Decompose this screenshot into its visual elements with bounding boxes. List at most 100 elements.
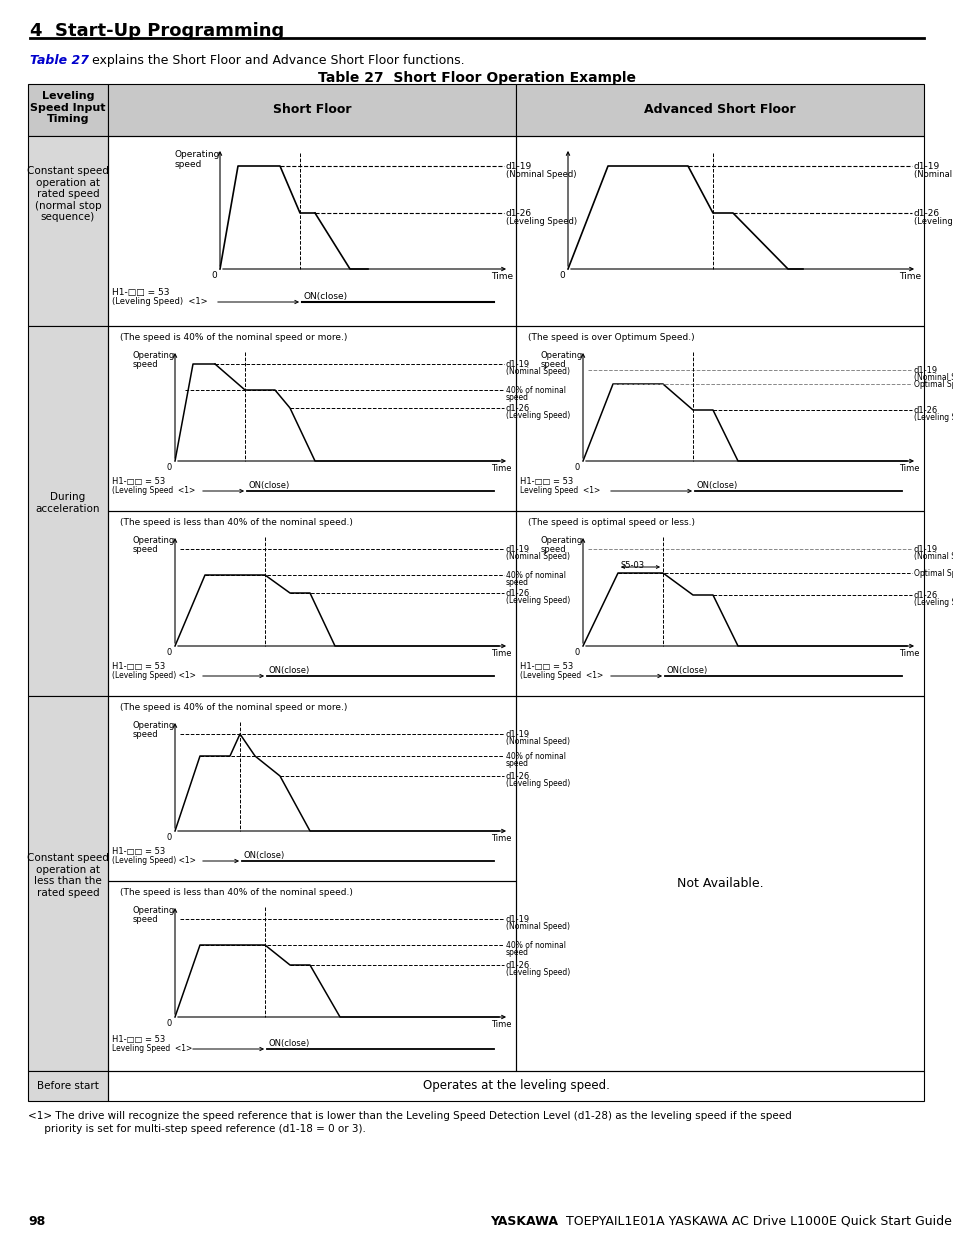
Text: <1> The drive will recognize the speed reference that is lower than the Leveling: <1> The drive will recognize the speed r… <box>28 1112 791 1121</box>
Text: Operates at the leveling speed.: Operates at the leveling speed. <box>422 1079 609 1093</box>
Text: Leveling Speed  <1>: Leveling Speed <1> <box>112 1044 193 1053</box>
Text: d1-26: d1-26 <box>913 592 937 600</box>
Text: Time: Time <box>491 834 511 844</box>
Text: Table 27: Table 27 <box>30 54 89 67</box>
Bar <box>28 1071 108 1100</box>
Text: speed: speed <box>132 545 158 555</box>
Text: (The speed is optimal speed or less.): (The speed is optimal speed or less.) <box>527 517 695 527</box>
Text: 0: 0 <box>167 463 172 472</box>
Text: d1-26: d1-26 <box>505 209 532 219</box>
Text: Optimal Speed: Optimal Speed <box>913 569 953 578</box>
Text: (Leveling Speed): (Leveling Speed) <box>505 968 570 977</box>
Text: (The speed is over Optimum Speed.): (The speed is over Optimum Speed.) <box>527 333 694 342</box>
Text: Operating: Operating <box>132 351 175 359</box>
Text: Time: Time <box>898 650 919 658</box>
Text: 40% of nominal: 40% of nominal <box>505 752 565 761</box>
Text: speed: speed <box>132 730 158 739</box>
Bar <box>108 881 516 1071</box>
Text: speed: speed <box>540 359 566 369</box>
Text: Time: Time <box>898 464 919 473</box>
Text: 0: 0 <box>574 648 579 657</box>
Text: 0: 0 <box>167 832 172 842</box>
Text: d1-19: d1-19 <box>505 545 530 555</box>
Text: During
acceleration: During acceleration <box>35 493 100 514</box>
Text: (The speed is less than 40% of the nominal speed.): (The speed is less than 40% of the nomin… <box>120 888 353 897</box>
Text: (Nominal Speed): (Nominal Speed) <box>505 170 576 179</box>
Text: (The speed is 40% of the nominal speed or more.): (The speed is 40% of the nominal speed o… <box>120 703 347 713</box>
Bar <box>516 326 923 511</box>
Text: 0: 0 <box>167 648 172 657</box>
Text: speed: speed <box>174 161 202 169</box>
Text: (Nominal Speed): (Nominal Speed) <box>913 373 953 382</box>
Text: TOEPYAIL1E01A YASKAWA AC Drive L1000E Quick Start Guide: TOEPYAIL1E01A YASKAWA AC Drive L1000E Qu… <box>561 1215 951 1228</box>
Bar <box>28 136 108 326</box>
Text: speed: speed <box>132 915 158 924</box>
Text: ON(close): ON(close) <box>666 666 707 676</box>
Text: H1-□□ = 53: H1-□□ = 53 <box>112 288 170 296</box>
Text: ON(close): ON(close) <box>269 666 310 676</box>
Text: YASKAWA: YASKAWA <box>490 1215 558 1228</box>
Bar <box>28 326 108 697</box>
Text: Advanced Short Floor: Advanced Short Floor <box>643 103 795 116</box>
Text: Time: Time <box>491 1020 511 1029</box>
Text: (Nominal Speed): (Nominal Speed) <box>505 367 569 375</box>
Text: Time: Time <box>491 650 511 658</box>
Text: (Leveling Speed)  <1>: (Leveling Speed) <1> <box>112 296 208 306</box>
Text: H1-□□ = 53: H1-□□ = 53 <box>112 1035 165 1044</box>
Text: ON(close): ON(close) <box>304 291 348 301</box>
Text: ON(close): ON(close) <box>269 1039 310 1049</box>
Text: speed: speed <box>132 359 158 369</box>
Text: (Leveling Speed): (Leveling Speed) <box>505 217 577 226</box>
Text: 0: 0 <box>167 1019 172 1028</box>
Text: H1-□□ = 53: H1-□□ = 53 <box>519 662 573 671</box>
Text: Constant speed
operation at
rated speed
(normal stop
sequence): Constant speed operation at rated speed … <box>27 165 109 222</box>
Text: (Leveling Speed): (Leveling Speed) <box>913 598 953 606</box>
Text: Operating: Operating <box>132 721 175 730</box>
Text: (The speed is less than 40% of the nominal speed.): (The speed is less than 40% of the nomin… <box>120 517 353 527</box>
Text: Leveling Speed  <1>: Leveling Speed <1> <box>519 487 599 495</box>
Text: d1-19: d1-19 <box>505 730 530 739</box>
Text: (Leveling Speed  <1>: (Leveling Speed <1> <box>519 671 602 680</box>
Text: d1-19: d1-19 <box>505 359 530 369</box>
Text: (Leveling Speed): (Leveling Speed) <box>505 597 570 605</box>
Text: priority is set for multi-step speed reference (d1-18 = 0 or 3).: priority is set for multi-step speed ref… <box>28 1124 366 1134</box>
Text: Before start: Before start <box>37 1081 99 1091</box>
Text: d1-19: d1-19 <box>505 915 530 924</box>
Text: speed: speed <box>505 760 529 768</box>
Text: Operating: Operating <box>174 149 220 159</box>
Bar <box>108 136 516 326</box>
Text: Optimal Speed: Optimal Speed <box>913 380 953 389</box>
Text: Time: Time <box>491 464 511 473</box>
Bar <box>108 84 516 136</box>
Text: d1-26: d1-26 <box>505 772 530 781</box>
Text: ON(close): ON(close) <box>249 480 290 490</box>
Text: Leveling
Speed Input
Timing: Leveling Speed Input Timing <box>30 91 106 125</box>
Text: d1-26: d1-26 <box>505 589 530 598</box>
Text: d1-26: d1-26 <box>913 406 937 415</box>
Text: Operating: Operating <box>540 351 582 359</box>
Text: (Nominal Speed): (Nominal Speed) <box>505 552 569 561</box>
Text: (Nominal Speed): (Nominal Speed) <box>913 170 953 179</box>
Text: speed: speed <box>505 948 529 957</box>
Text: Operating: Operating <box>540 536 582 545</box>
Text: d1-19: d1-19 <box>913 366 937 375</box>
Text: H1-□□ = 53: H1-□□ = 53 <box>112 847 165 856</box>
Text: d1-19: d1-19 <box>913 545 937 555</box>
Text: speed: speed <box>505 393 529 403</box>
Text: (The speed is 40% of the nominal speed or more.): (The speed is 40% of the nominal speed o… <box>120 333 347 342</box>
Text: Not Available.: Not Available. <box>676 877 762 890</box>
Text: (Nominal Speed): (Nominal Speed) <box>505 923 569 931</box>
Bar <box>516 84 923 136</box>
Text: Operating: Operating <box>132 536 175 545</box>
Text: ON(close): ON(close) <box>244 851 285 860</box>
Text: d1-19: d1-19 <box>913 162 940 170</box>
Text: 0: 0 <box>574 463 579 472</box>
Bar <box>28 84 108 136</box>
Text: 40% of nominal: 40% of nominal <box>505 571 565 580</box>
Bar <box>516 511 923 697</box>
Text: (Leveling Speed): (Leveling Speed) <box>913 412 953 422</box>
Text: (Nominal Speed): (Nominal Speed) <box>505 737 569 746</box>
Text: Constant speed
operation at
less than the
rated speed: Constant speed operation at less than th… <box>27 853 109 898</box>
Text: d1-26: d1-26 <box>505 404 530 412</box>
Text: d1-26: d1-26 <box>505 961 530 969</box>
